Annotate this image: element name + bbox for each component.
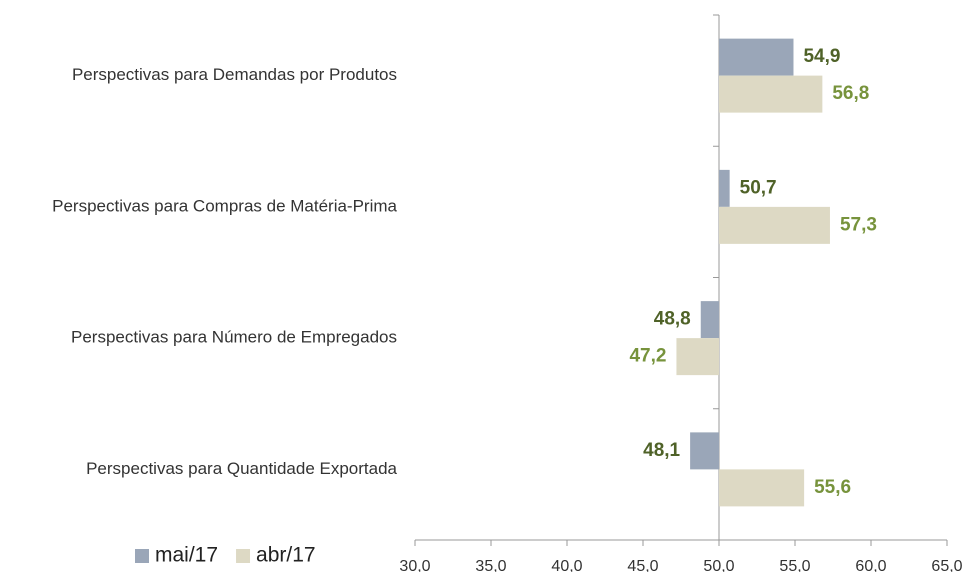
bar	[676, 338, 719, 376]
data-label: 56,8	[832, 83, 869, 104]
data-label: 50,7	[740, 177, 777, 198]
bar	[719, 38, 794, 76]
bar	[719, 469, 805, 507]
data-label: 48,8	[654, 309, 691, 330]
bar	[719, 75, 823, 113]
x-tick-label: 50,0	[703, 558, 734, 572]
x-tick-label: 40,0	[551, 558, 582, 572]
bar	[700, 301, 719, 339]
data-label: 47,2	[629, 346, 666, 367]
legend-label: abr/17	[256, 544, 316, 567]
x-tick-label: 35,0	[475, 558, 506, 572]
data-label: 54,9	[803, 46, 840, 67]
data-label: 48,1	[643, 440, 680, 461]
legend-swatch	[236, 549, 251, 563]
legend-swatch	[135, 549, 149, 563]
data-label: 57,3	[840, 214, 877, 235]
category-label: Perspectivas para Número de Empregados	[71, 328, 397, 347]
legend-label: mai/17	[155, 544, 218, 567]
x-tick-label: 45,0	[627, 558, 658, 572]
bar	[719, 169, 730, 207]
category-label: Perspectivas para Demandas por Produtos	[72, 65, 397, 84]
x-tick-label: 60,0	[855, 558, 886, 572]
x-tick-label: 65,0	[931, 558, 962, 572]
category-label: Perspectivas para Compras de Matéria-Pri…	[52, 196, 397, 215]
bar	[690, 432, 719, 470]
data-label: 55,6	[814, 477, 851, 498]
bar	[719, 206, 830, 244]
x-tick-label: 30,0	[399, 558, 430, 572]
category-label: Perspectivas para Quantidade Exportada	[86, 459, 397, 478]
x-tick-label: 55,0	[779, 558, 810, 572]
